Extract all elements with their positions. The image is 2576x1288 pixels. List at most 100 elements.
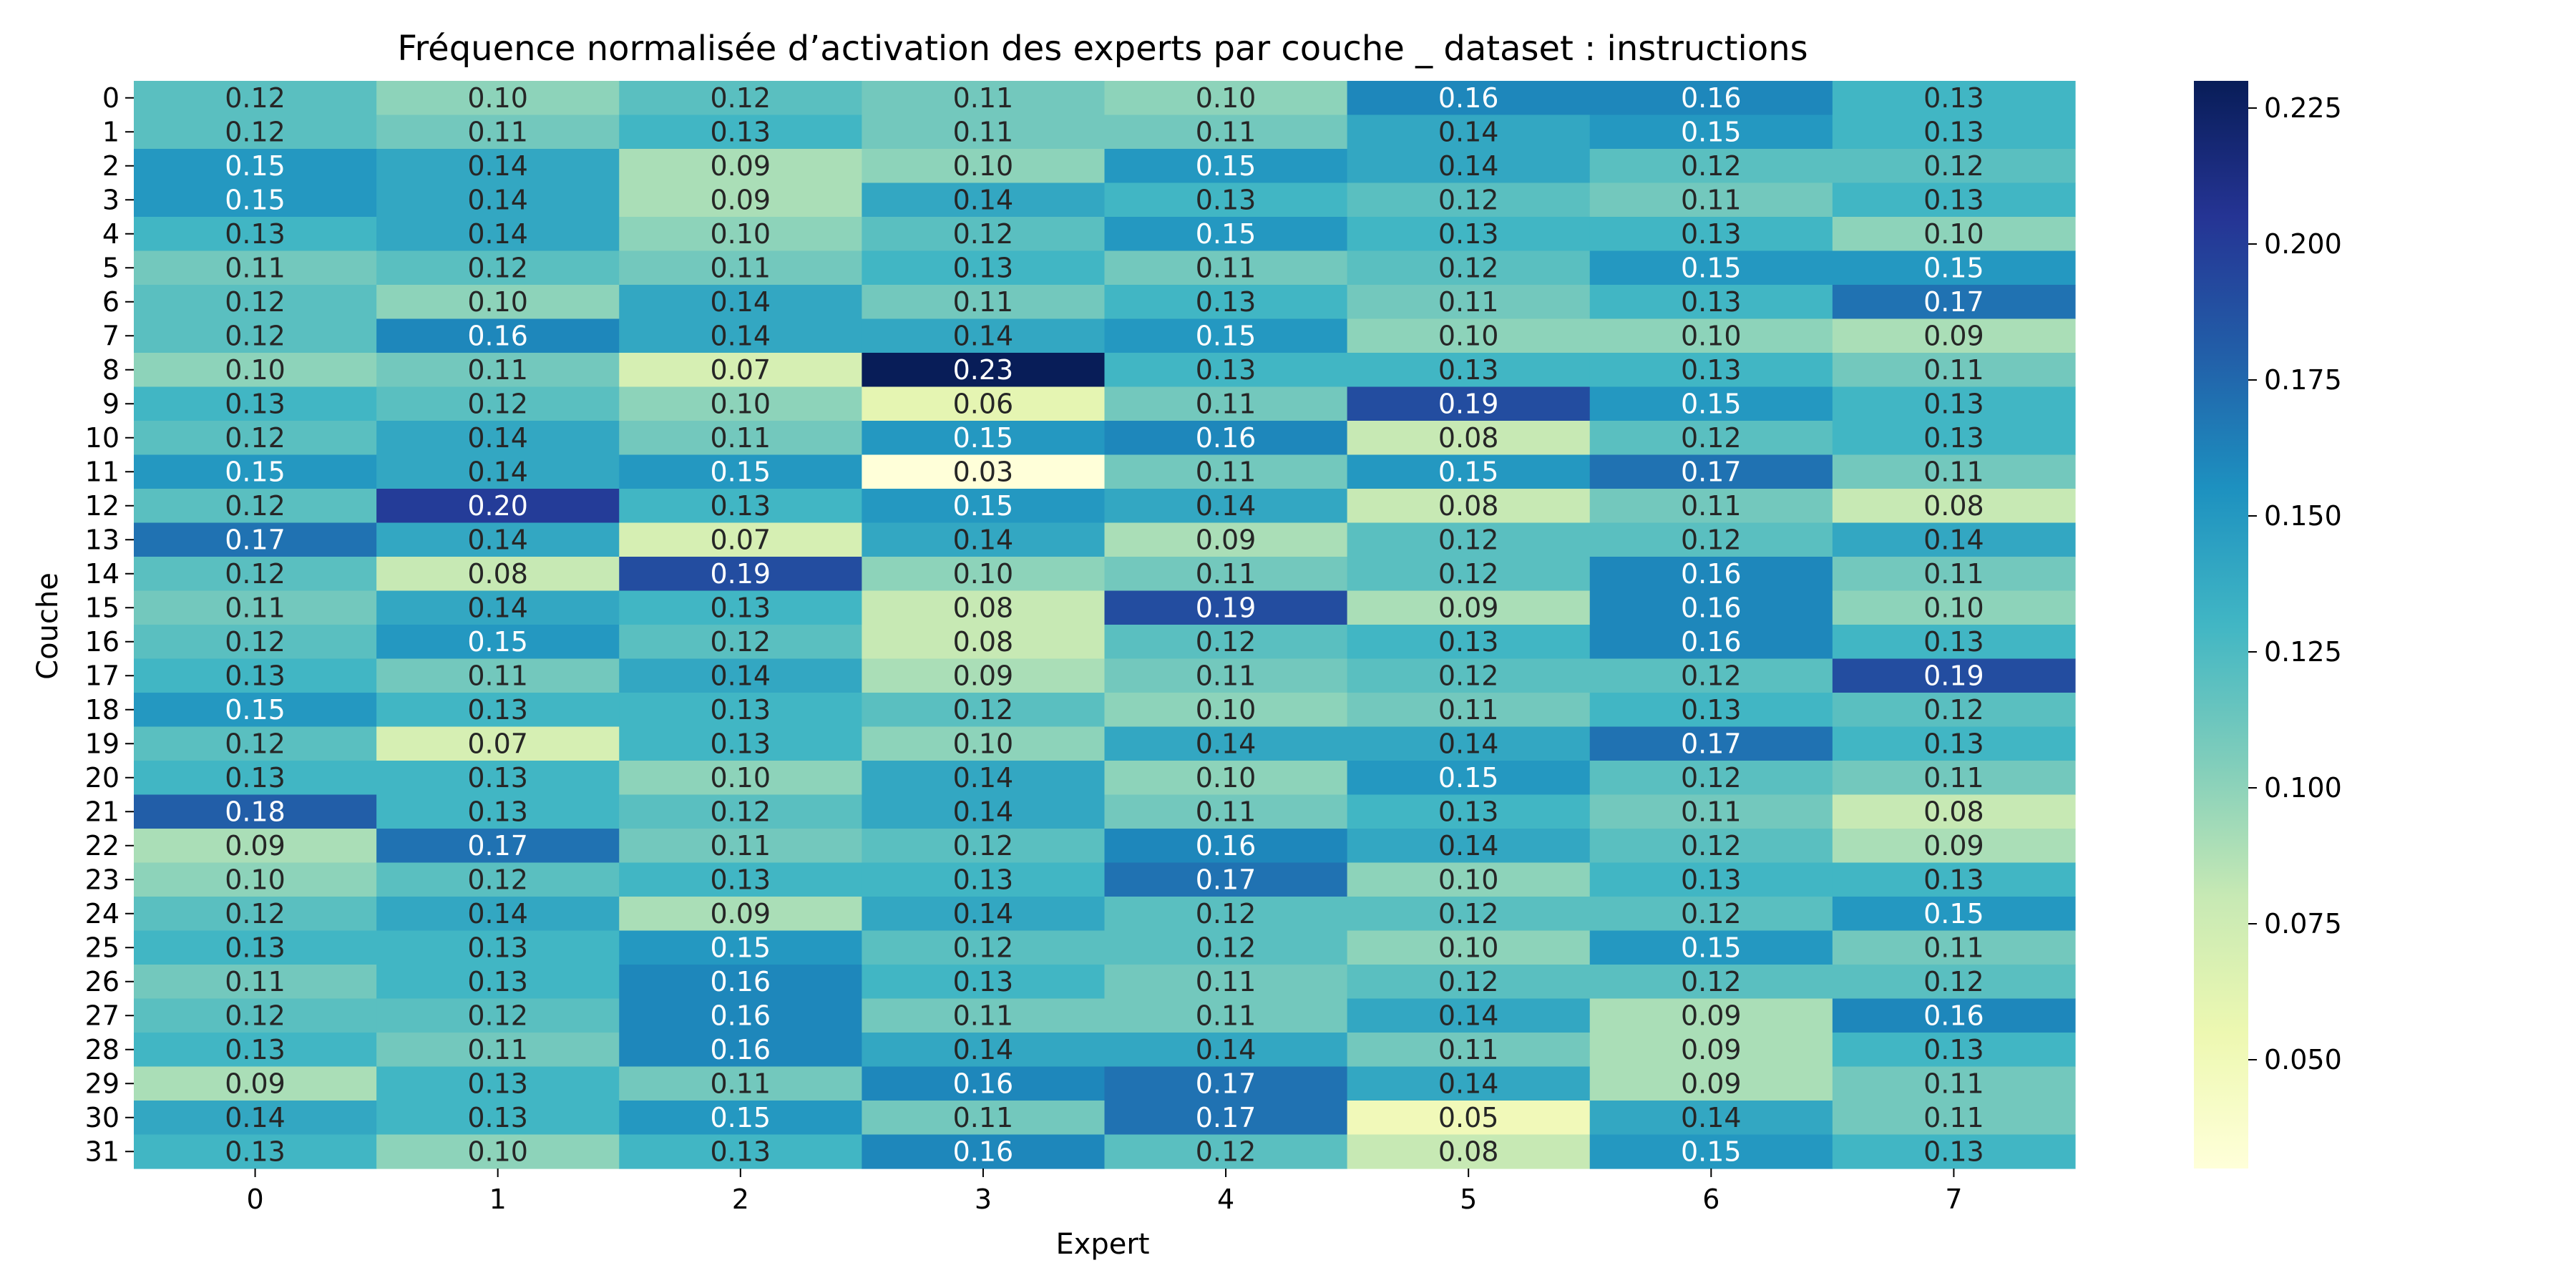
heatmap-cell bbox=[1104, 454, 1348, 489]
cell-value-label: 0.14 bbox=[1438, 1000, 1499, 1031]
cell-value-label: 0.17 bbox=[467, 830, 528, 862]
heatmap-cell bbox=[1104, 590, 1348, 625]
heatmap-cell bbox=[1832, 1033, 2076, 1068]
heatmap-cell bbox=[1104, 930, 1348, 965]
heatmap-cell bbox=[1104, 862, 1348, 897]
cell-value-label: 0.11 bbox=[953, 116, 1014, 147]
heatmap-cell bbox=[134, 965, 377, 1000]
heatmap-cell bbox=[1347, 454, 1591, 489]
heatmap-cells: 0.12 0.10 0.12 0.11 0.10 0.16 0.16 0.130.12 0.11… bbox=[134, 81, 2076, 1169]
cell-value-label: 0.14 bbox=[953, 796, 1014, 827]
cell-value-label: 0.14 bbox=[953, 762, 1014, 794]
heatmap-cell bbox=[376, 1066, 620, 1101]
heatmap-cell bbox=[1832, 454, 2076, 489]
heatmap-cell bbox=[1832, 285, 2076, 320]
x-axis: 0 1 2 3 4 5 6 7 bbox=[246, 1169, 1963, 1215]
cell-value-label: 0.17 bbox=[1923, 286, 1984, 318]
cell-value-label: 0.09 bbox=[711, 898, 771, 930]
heatmap-cell bbox=[1347, 1033, 1591, 1068]
cell-value-label: 0.12 bbox=[1196, 898, 1257, 930]
heatmap-cell bbox=[1589, 149, 1833, 184]
cell-value-label: 0.09 bbox=[1923, 830, 1984, 862]
cell-value-label: 0.14 bbox=[467, 592, 528, 623]
colorbar-tick-label: 0.175 bbox=[2264, 364, 2342, 396]
heatmap-cell bbox=[376, 285, 620, 320]
heatmap-cell bbox=[1104, 998, 1348, 1033]
cell-value-label: 0.12 bbox=[225, 116, 286, 147]
heatmap-cell bbox=[1589, 930, 1833, 965]
heatmap-cell bbox=[619, 114, 862, 150]
heatmap-cell bbox=[376, 421, 620, 456]
cell-value-label: 0.11 bbox=[1438, 286, 1499, 318]
cell-value-label: 0.06 bbox=[953, 388, 1014, 419]
cell-value-label: 0.13 bbox=[225, 932, 286, 963]
cell-value-label: 0.13 bbox=[1681, 286, 1742, 318]
heatmap-cell bbox=[1589, 1033, 1833, 1068]
y-tick-label: 7 bbox=[102, 320, 119, 351]
cell-value-label: 0.11 bbox=[1196, 660, 1257, 691]
y-tick-label: 8 bbox=[102, 354, 119, 386]
heatmap-cell bbox=[134, 489, 377, 524]
heatmap-cell bbox=[1832, 590, 2076, 625]
cell-value-label: 0.13 bbox=[1923, 864, 1984, 895]
cell-value-label: 0.12 bbox=[1681, 150, 1742, 182]
heatmap-cell bbox=[376, 454, 620, 489]
x-tick-label: 6 bbox=[1702, 1184, 1719, 1215]
cell-value-label: 0.13 bbox=[1681, 864, 1742, 895]
cell-value-label: 0.13 bbox=[1923, 1034, 1984, 1065]
cell-value-label: 0.11 bbox=[1196, 1000, 1257, 1031]
cell-value-label: 0.11 bbox=[953, 286, 1014, 318]
cell-value-label: 0.11 bbox=[711, 252, 771, 283]
heatmap-cell bbox=[619, 693, 862, 728]
cell-value-label: 0.13 bbox=[1438, 354, 1499, 386]
heatmap-cell bbox=[862, 182, 1106, 218]
cell-value-label: 0.14 bbox=[1196, 728, 1257, 759]
cell-value-label: 0.12 bbox=[1923, 150, 1984, 182]
heatmap-cell bbox=[619, 1033, 862, 1068]
cell-value-label: 0.08 bbox=[953, 626, 1014, 658]
heatmap-cell bbox=[1104, 658, 1348, 693]
heatmap-cell bbox=[376, 489, 620, 524]
heatmap-cell bbox=[1104, 81, 1348, 116]
heatmap-cell bbox=[376, 829, 620, 864]
cell-value-label: 0.13 bbox=[953, 966, 1014, 997]
cell-value-label: 0.11 bbox=[225, 966, 286, 997]
heatmap-cell bbox=[1589, 557, 1833, 592]
heatmap-cell bbox=[1589, 114, 1833, 150]
cell-value-label: 0.12 bbox=[1196, 1136, 1257, 1167]
heatmap-cell bbox=[134, 81, 377, 116]
cell-value-label: 0.19 bbox=[1196, 592, 1257, 623]
heatmap-cell bbox=[1589, 318, 1833, 353]
heatmap-cell bbox=[1832, 522, 2076, 557]
cell-value-label: 0.15 bbox=[953, 490, 1014, 522]
cell-value-label: 0.10 bbox=[1438, 864, 1499, 895]
cell-value-label: 0.08 bbox=[953, 592, 1014, 623]
cell-value-label: 0.15 bbox=[711, 1102, 771, 1133]
cell-value-label: 0.11 bbox=[711, 830, 771, 862]
cell-value-label: 0.13 bbox=[225, 1034, 286, 1065]
cell-value-label: 0.14 bbox=[953, 184, 1014, 215]
cell-value-label: 0.14 bbox=[467, 150, 528, 182]
y-tick-label: 20 bbox=[85, 762, 119, 794]
heatmap-cell bbox=[1347, 489, 1591, 524]
cell-value-label: 0.10 bbox=[225, 354, 286, 386]
y-tick-label: 29 bbox=[85, 1068, 119, 1099]
heatmap-cell bbox=[862, 489, 1106, 524]
heatmap-cell bbox=[619, 522, 862, 557]
heatmap-cell bbox=[1589, 285, 1833, 320]
y-tick-label: 23 bbox=[85, 864, 119, 895]
heatmap-cell bbox=[1347, 81, 1591, 116]
heatmap-cell bbox=[1832, 489, 2076, 524]
colorbar-tick-label: 0.075 bbox=[2264, 908, 2342, 940]
heatmap-cell bbox=[134, 726, 377, 761]
y-tick-label: 21 bbox=[85, 796, 119, 827]
cell-value-label: 0.10 bbox=[1681, 320, 1742, 351]
cell-value-label: 0.08 bbox=[1438, 422, 1499, 454]
cell-value-label: 0.14 bbox=[1438, 116, 1499, 147]
cell-value-label: 0.16 bbox=[711, 966, 771, 997]
heatmap-cell bbox=[862, 149, 1106, 184]
heatmap-cell bbox=[619, 625, 862, 660]
cell-value-label: 0.12 bbox=[225, 286, 286, 318]
x-tick-label: 2 bbox=[732, 1184, 749, 1215]
heatmap-cell bbox=[619, 862, 862, 897]
